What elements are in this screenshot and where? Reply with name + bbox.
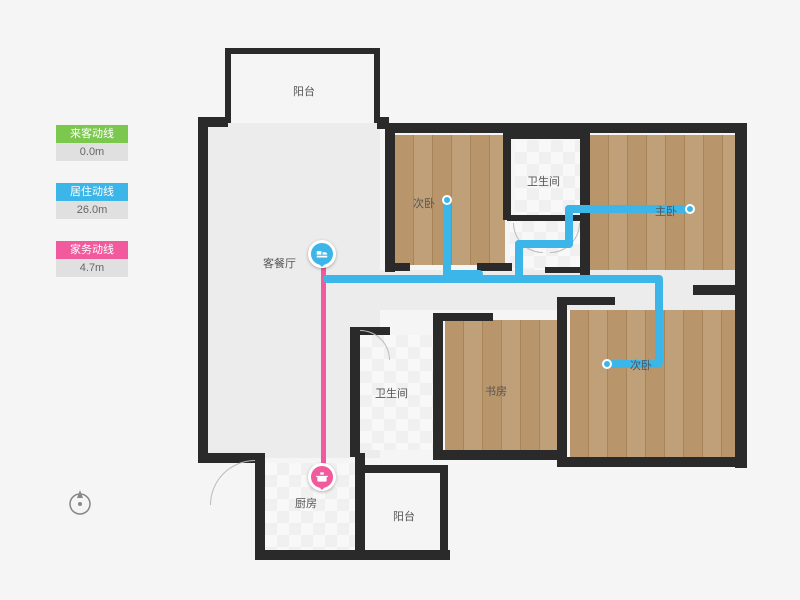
room-label-kitchen: 厨房 (295, 495, 317, 511)
marker-kitchen (308, 463, 336, 491)
room-label-study: 书房 (485, 383, 507, 399)
legend-label: 家务动线 (56, 241, 128, 259)
room-label-bed2-top: 次卧 (413, 195, 435, 211)
room-label-bath-mid: 卫生间 (375, 385, 408, 401)
pot-icon (315, 470, 329, 484)
path-living-main-h (323, 275, 663, 283)
path-node (602, 359, 612, 369)
room-label-balcony-top: 阳台 (293, 83, 315, 99)
legend-item-housework: 家务动线 4.7m (56, 241, 128, 277)
legend-label: 居住动线 (56, 183, 128, 201)
path-housework (321, 263, 326, 465)
door-arc (210, 460, 255, 505)
legend-value: 0.0m (56, 143, 128, 161)
legend-item-living: 居住动线 26.0m (56, 183, 128, 219)
floorplan: 阳台 客餐厅 次卧 卫生间 主卧 卫生间 书房 次卧 厨房 阳台 (195, 45, 755, 565)
room-label-bed2-right: 次卧 (630, 357, 652, 373)
room-label-bath-top: 卫生间 (527, 173, 560, 189)
path-living-seg (443, 270, 483, 278)
path-node (685, 204, 695, 214)
bed-icon (315, 247, 329, 261)
compass-icon (65, 487, 95, 517)
path-living-seg (443, 200, 451, 280)
room-label-balcony-bottom: 阳台 (393, 508, 415, 524)
marker-living (308, 240, 336, 268)
path-living-seg (655, 277, 663, 367)
legend: 来客动线 0.0m 居住动线 26.0m 家务动线 4.7m (56, 125, 128, 299)
room-label-master: 主卧 (655, 203, 677, 219)
legend-item-visitor: 来客动线 0.0m (56, 125, 128, 161)
legend-label: 来客动线 (56, 125, 128, 143)
legend-value: 26.0m (56, 201, 128, 219)
legend-value: 4.7m (56, 259, 128, 277)
path-node (442, 195, 452, 205)
room-label-living: 客餐厅 (263, 255, 296, 271)
